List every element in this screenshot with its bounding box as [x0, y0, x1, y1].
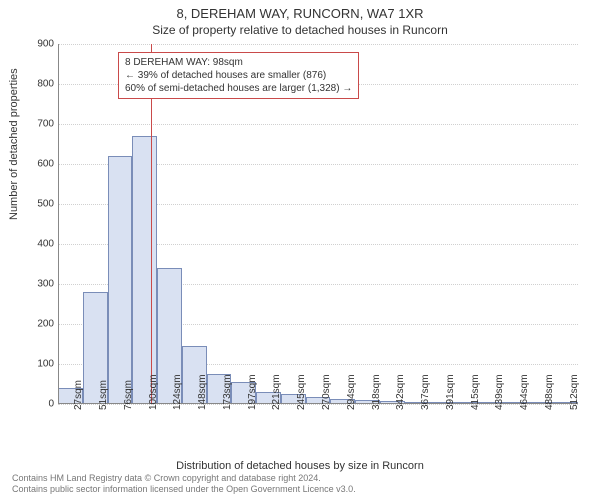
x-tick-label: 488sqm — [544, 374, 555, 410]
y-tick-label: 900 — [24, 39, 54, 50]
y-tick-label: 200 — [24, 319, 54, 330]
page-title: 8, DEREHAM WAY, RUNCORN, WA7 1XR — [0, 0, 600, 21]
x-tick-label: 415sqm — [470, 374, 481, 410]
y-tick-label: 0 — [24, 399, 54, 410]
histogram-bar — [132, 136, 157, 404]
y-tick-label: 500 — [24, 199, 54, 210]
x-tick-label: 270sqm — [321, 374, 332, 410]
chart-container: 8, DEREHAM WAY, RUNCORN, WA7 1XR Size of… — [0, 0, 600, 500]
y-axis-label: Number of detached properties — [8, 68, 20, 220]
x-tick-label: 76sqm — [123, 380, 134, 410]
x-tick-label: 100sqm — [148, 374, 159, 410]
gridline — [58, 44, 578, 46]
footer-line-1: Contains HM Land Registry data © Crown c… — [12, 473, 356, 485]
gridline — [58, 124, 578, 126]
x-tick-label: 245sqm — [296, 374, 307, 410]
y-tick-label: 600 — [24, 159, 54, 170]
y-tick-label: 100 — [24, 359, 54, 370]
y-tick-label: 300 — [24, 279, 54, 290]
chart-area: 8 DEREHAM WAY: 98sqm ← 39% of detached h… — [58, 44, 578, 404]
annotation-line-3: 60% of semi-detached houses are larger (… — [125, 82, 352, 95]
x-tick-label: 342sqm — [395, 374, 406, 410]
annotation-line-1: 8 DEREHAM WAY: 98sqm — [125, 56, 352, 69]
x-axis-label: Distribution of detached houses by size … — [0, 460, 600, 472]
x-tick-label: 197sqm — [247, 374, 258, 410]
annotation-box: 8 DEREHAM WAY: 98sqm ← 39% of detached h… — [118, 52, 359, 99]
annotation-line-2: ← 39% of detached houses are smaller (87… — [125, 69, 352, 82]
x-tick-label: 51sqm — [98, 380, 109, 410]
x-tick-label: 464sqm — [519, 374, 530, 410]
x-tick-label: 512sqm — [569, 374, 580, 410]
y-tick-label: 700 — [24, 119, 54, 130]
y-tick-label: 800 — [24, 79, 54, 90]
y-axis-line — [58, 44, 59, 404]
footer-attribution: Contains HM Land Registry data © Crown c… — [12, 473, 356, 496]
x-tick-label: 318sqm — [371, 374, 382, 410]
x-tick-label: 391sqm — [445, 374, 456, 410]
x-tick-label: 221sqm — [271, 374, 282, 410]
page-subtitle: Size of property relative to detached ho… — [0, 21, 600, 37]
footer-line-2: Contains public sector information licen… — [12, 484, 356, 496]
x-tick-label: 367sqm — [420, 374, 431, 410]
y-tick-label: 400 — [24, 239, 54, 250]
x-tick-label: 148sqm — [197, 374, 208, 410]
x-tick-label: 27sqm — [73, 380, 84, 410]
x-tick-label: 294sqm — [346, 374, 357, 410]
histogram-bar — [108, 156, 133, 404]
x-tick-label: 124sqm — [172, 374, 183, 410]
x-tick-label: 173sqm — [222, 374, 233, 410]
x-tick-label: 439sqm — [494, 374, 505, 410]
